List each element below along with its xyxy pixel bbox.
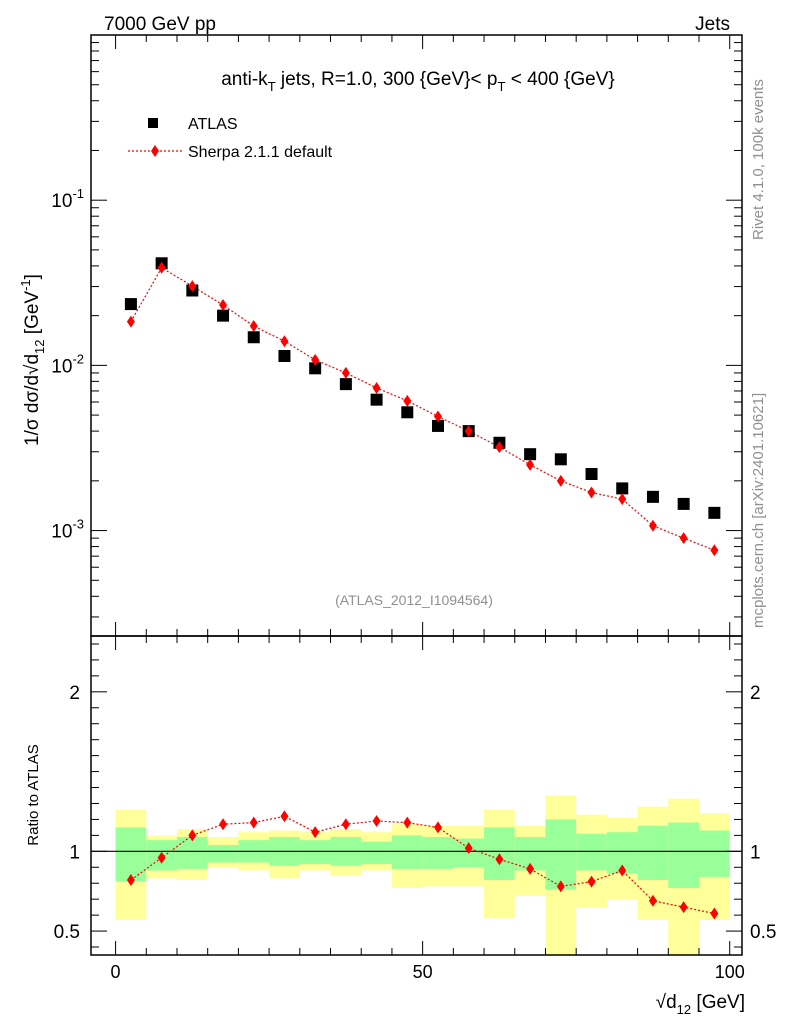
ratio-point: [249, 816, 258, 829]
ratio-point: [403, 816, 412, 829]
x-tick-label: 0: [111, 962, 121, 982]
atlas-point: [524, 448, 537, 461]
ratio-point: [433, 821, 442, 834]
ratio-point: [464, 842, 473, 855]
ratio-y-tick-label: 2: [69, 683, 80, 704]
atlas-point: [124, 298, 137, 311]
band-inner: [361, 841, 392, 865]
atlas-point: [585, 468, 598, 481]
y-tick-label: 10-3: [51, 517, 84, 543]
atlas-point: [401, 406, 414, 419]
sherpa-point: [126, 315, 135, 328]
legend-label-atlas: ATLAS: [188, 116, 238, 133]
legend-label-sherpa: Sherpa 2.1.1 default: [188, 144, 333, 161]
ratio-point: [157, 851, 166, 864]
sherpa-point: [679, 532, 688, 545]
analysis-label: (ATLAS_2012_I1094564): [335, 592, 493, 608]
main-plot-panel: anti-kT jets, R=1.0, 300 {GeV}< pT < 400…: [18, 34, 743, 637]
ratio-point: [126, 874, 135, 887]
ratio-y-tick-label-right: 2: [750, 683, 761, 704]
y-tick-label: 10-1: [51, 186, 84, 212]
sherpa-point: [495, 441, 504, 454]
ratio-y-tick-label: 1: [69, 842, 80, 863]
sherpa-point: [311, 353, 320, 366]
sherpa-line: [130, 266, 715, 551]
atlas-point: [708, 506, 721, 519]
sherpa-point: [403, 394, 412, 407]
ratio-y-label: Ratio to ATLAS: [25, 744, 42, 845]
header-right: Jets: [695, 14, 730, 35]
ratio-point: [587, 875, 596, 888]
plot-title: anti-kT jets, R=1.0, 300 {GeV}< pT < 400…: [221, 69, 615, 94]
sherpa-point: [464, 425, 473, 438]
band-inner: [115, 827, 147, 882]
ratio-point: [556, 880, 565, 893]
ratio-y-tick-label-right: 0.5: [750, 922, 776, 943]
sherpa-point: [433, 410, 442, 423]
atlas-point: [677, 497, 690, 510]
legend-marker-atlas: [148, 118, 158, 128]
y-tick-label: 10-2: [51, 351, 84, 377]
band-inner: [668, 822, 700, 889]
sherpa-point: [556, 474, 565, 487]
band-inner: [299, 840, 331, 865]
band-inner: [422, 836, 454, 869]
ratio-point: [219, 818, 228, 831]
atlas-point: [646, 490, 659, 503]
sherpa-point: [526, 458, 535, 471]
header-left: 7000 GeV pp: [104, 14, 216, 35]
band-inner: [176, 836, 208, 869]
sherpa-point: [341, 366, 350, 379]
mcplots-label: mcplots.cern.ch [arXiv:2401.10621]: [750, 393, 767, 628]
ratio-point: [648, 894, 657, 907]
ratio-point: [341, 818, 350, 831]
atlas-point: [247, 331, 260, 344]
sherpa-point: [372, 381, 381, 394]
ratio-point: [526, 862, 535, 875]
band-inner: [207, 844, 239, 863]
x-tick-label: 50: [413, 962, 433, 982]
ratio-line: [130, 815, 715, 915]
sherpa-point: [710, 544, 719, 557]
y-axis-label: 1/σ dσ/d√d12 [GeV-1]: [18, 274, 47, 446]
atlas-point: [309, 362, 322, 375]
ratio-point: [372, 815, 381, 828]
atlas-point: [616, 482, 629, 495]
ratio-point: [710, 907, 719, 920]
atlas-point: [431, 419, 444, 432]
sherpa-point: [188, 280, 197, 293]
ratio-point: [495, 853, 504, 866]
sherpa-point: [618, 493, 627, 506]
sherpa-point: [219, 299, 228, 312]
atlas-point: [339, 378, 352, 391]
ratio-point: [188, 829, 197, 842]
x-tick-label: 100: [715, 962, 745, 982]
lower-frame: [90, 635, 743, 956]
sherpa-point: [249, 320, 258, 333]
band-inner: [391, 835, 423, 869]
sherpa-point: [157, 261, 166, 274]
sherpa-point: [648, 519, 657, 532]
ratio-y-tick-label-right: 1: [750, 842, 761, 863]
x-axis-label: √d12 [GeV]: [656, 992, 745, 1017]
atlas-point: [278, 349, 291, 362]
ratio-y-tick-label: 0.5: [54, 922, 80, 943]
ratio-point: [679, 901, 688, 914]
atlas-point: [217, 309, 230, 322]
legend-marker-sherpa: [151, 145, 159, 157]
ratio-point: [280, 810, 289, 823]
band-inner: [576, 833, 607, 871]
atlas-point: [554, 453, 567, 466]
ratio-point: [618, 864, 627, 877]
band-inner: [637, 825, 669, 881]
band-inner: [545, 819, 577, 890]
atlas-point: [370, 393, 383, 406]
rivet-label: Rivet 4.1.0, 100k events: [750, 79, 767, 240]
band-inner: [699, 830, 730, 877]
sherpa-point: [280, 335, 289, 348]
sherpa-point: [587, 486, 596, 499]
ratio-point: [311, 826, 320, 839]
